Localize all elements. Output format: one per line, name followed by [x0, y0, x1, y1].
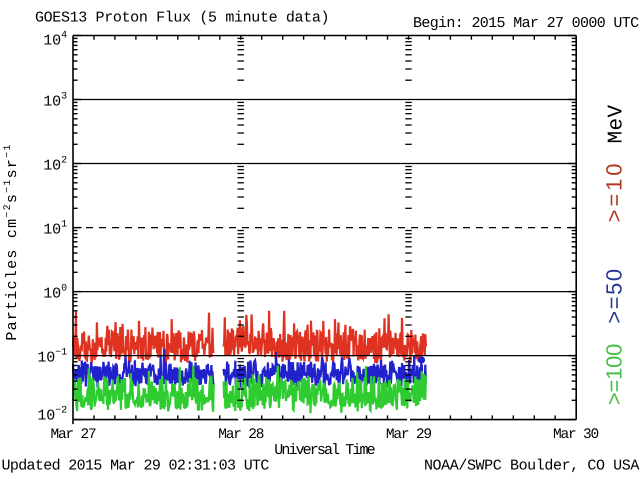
svg-text:Mar 28: Mar 28	[218, 427, 264, 443]
svg-text:Mar 29: Mar 29	[386, 427, 432, 443]
svg-text:MeV: MeV	[606, 104, 629, 143]
svg-text:10−2: 10−2	[37, 405, 67, 424]
svg-text:>=10: >=10	[602, 161, 627, 223]
svg-text:Particles cm−2s−1sr−1: Particles cm−2s−1sr−1	[3, 143, 21, 340]
svg-text:>=100: >=100	[602, 344, 627, 405]
svg-text:>=50: >=50	[602, 267, 627, 324]
svg-text:104: 104	[43, 30, 67, 49]
svg-text:Updated 2015 Mar 29 02:31:03 U: Updated 2015 Mar 29 02:31:03 UTC	[2, 458, 270, 475]
svg-text:103: 103	[43, 91, 67, 110]
svg-text:Universal Time: Universal Time	[274, 442, 375, 459]
svg-text:GOES13 Proton Flux (5 minute d: GOES13 Proton Flux (5 minute data)	[35, 10, 329, 27]
svg-text:101: 101	[43, 219, 67, 238]
svg-text:10−1: 10−1	[37, 347, 67, 366]
svg-text:Mar 27: Mar 27	[50, 427, 96, 443]
svg-text:Begin: 2015 Mar 27 0000 UTC: Begin: 2015 Mar 27 0000 UTC	[413, 15, 639, 32]
svg-text:100: 100	[43, 283, 67, 302]
svg-text:NOAA/SWPC Boulder, CO USA: NOAA/SWPC Boulder, CO USA	[424, 458, 639, 475]
svg-text:102: 102	[43, 155, 67, 174]
svg-text:Mar 30: Mar 30	[553, 427, 599, 443]
